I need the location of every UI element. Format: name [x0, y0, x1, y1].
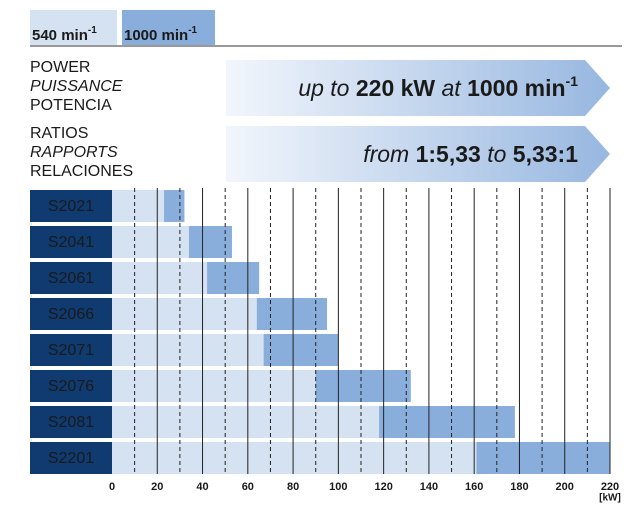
info-label: RAPPORTS — [30, 144, 118, 161]
bar-1000 — [263, 334, 339, 366]
bar-1000 — [207, 262, 260, 294]
info-arrow — [226, 126, 610, 182]
bar-1000 — [164, 190, 185, 222]
bar-540 — [112, 442, 481, 474]
row-label-bg — [30, 190, 112, 222]
row-label-bg — [30, 334, 112, 366]
x-axis-unit: [kW] — [599, 493, 621, 504]
row-label: S2066 — [48, 306, 94, 323]
bar-540 — [112, 190, 169, 222]
row-label-bg — [30, 406, 112, 438]
x-tick-label: 40 — [196, 481, 208, 493]
bar-540 — [112, 226, 194, 258]
row-label: S2061 — [48, 270, 94, 287]
info-text-part: from — [363, 141, 415, 167]
x-tick-label: 80 — [287, 481, 299, 493]
bar-1000 — [256, 298, 328, 330]
info-label: RELACIONES — [30, 163, 133, 180]
row-label: S2021 — [48, 198, 94, 215]
legend-swatch — [30, 10, 117, 45]
row-label: S2201 — [48, 450, 94, 467]
x-tick-label: 100 — [329, 481, 347, 493]
x-tick-label: 20 — [151, 481, 163, 493]
bar-1000 — [315, 370, 411, 402]
info-text-part: 5,33:1 — [513, 141, 578, 167]
info-label: PUISSANCE — [30, 78, 123, 95]
row-label: S2041 — [48, 234, 94, 251]
info-label: POTENCIA — [30, 97, 112, 114]
x-tick-label: 220 — [601, 481, 619, 493]
row-label: S2071 — [48, 342, 94, 359]
info-text-part: -1 — [566, 73, 579, 89]
bar-540 — [112, 298, 262, 330]
legend-label: 1000 min-1 — [124, 25, 198, 44]
info-text-part: 220 kW — [356, 75, 436, 101]
bar-1000 — [379, 406, 515, 438]
x-tick-label: 180 — [510, 481, 528, 493]
bar-540 — [112, 370, 321, 402]
info-text-part: 1:5,33 — [416, 141, 481, 167]
x-tick-label: 140 — [420, 481, 438, 493]
legend-swatch — [122, 10, 215, 45]
row-label: S2081 — [48, 414, 94, 431]
row-label-bg — [30, 298, 112, 330]
info-text-part: up to — [298, 75, 356, 101]
bar-540 — [112, 262, 212, 294]
row-label-bg — [30, 226, 112, 258]
info-text-part: 1000 min — [467, 75, 565, 101]
legend-sup: -1 — [88, 25, 97, 36]
x-tick-label: 160 — [465, 481, 483, 493]
x-tick-label: 0 — [109, 481, 115, 493]
legend-name: 1000 min — [124, 27, 188, 44]
info-text-part: at — [435, 75, 467, 101]
x-tick-label: 60 — [242, 481, 254, 493]
info-text-part: to — [481, 141, 513, 167]
info-arrow — [226, 60, 610, 116]
row-label-bg — [30, 442, 112, 474]
legend-sup: -1 — [188, 25, 197, 36]
legend-label: 540 min-1 — [32, 25, 97, 44]
legend-name: 540 min — [32, 27, 88, 44]
row-label-bg — [30, 262, 112, 294]
row-label: S2076 — [48, 378, 94, 395]
bar-540 — [112, 334, 269, 366]
info-text: up to 220 kW at 1000 min-1 — [298, 73, 578, 101]
x-tick-label: 200 — [556, 481, 574, 493]
row-label-bg — [30, 370, 112, 402]
info-label: RATIOS — [30, 125, 88, 142]
x-tick-label: 120 — [374, 481, 392, 493]
info-text: from 1:5,33 to 5,33:1 — [363, 141, 578, 167]
info-label: POWER — [30, 59, 90, 76]
